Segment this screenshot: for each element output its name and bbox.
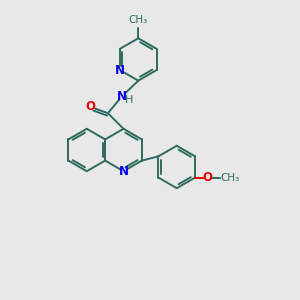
Text: O: O [202,171,212,184]
Text: N: N [117,90,127,103]
Text: N: N [118,165,128,178]
Text: CH₃: CH₃ [129,15,148,25]
Text: O: O [85,100,95,113]
Text: CH₃: CH₃ [220,172,240,183]
Text: H: H [125,95,134,105]
Text: N: N [115,64,125,76]
